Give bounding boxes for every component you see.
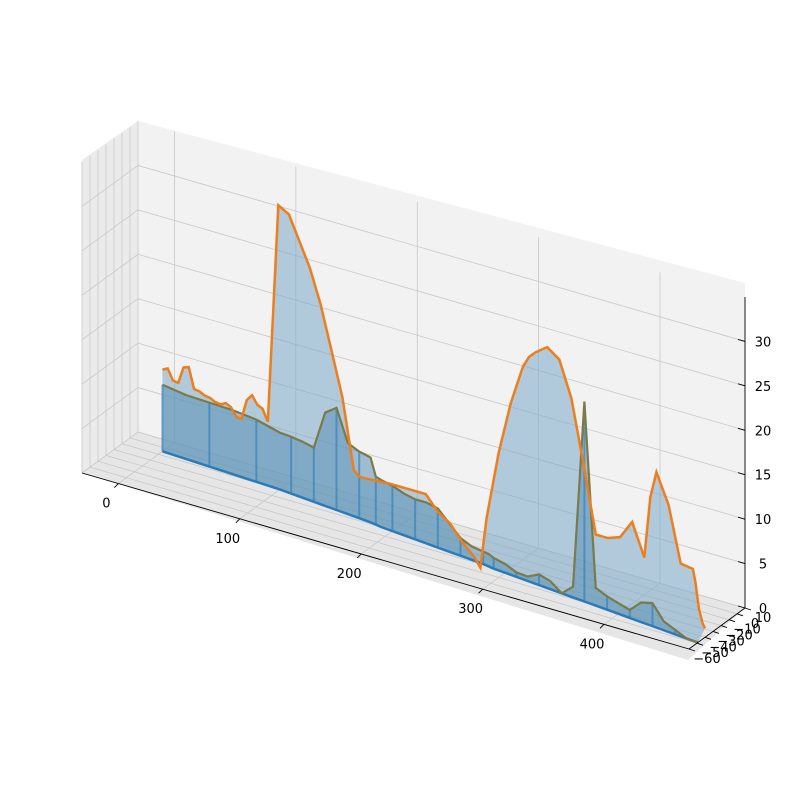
y-tick [745,608,751,610]
x-tick-label: 300 [458,602,483,617]
z-tick-label: 15 [755,469,772,484]
x-tick-label: 0 [102,497,110,512]
z-tick-label: 30 [755,335,772,350]
x-tick [114,484,118,488]
x-tick-label: 400 [580,637,605,652]
z-tick-label: 25 [755,380,772,395]
z-tick-label: 0 [759,602,767,617]
x-tick-label: 100 [215,532,240,547]
z-tick-label: 20 [755,424,772,439]
x-tick-label: 200 [337,567,362,582]
z-tick-label: 10 [755,513,772,528]
z-tick-label: 5 [759,558,767,573]
y-tick [737,614,743,616]
